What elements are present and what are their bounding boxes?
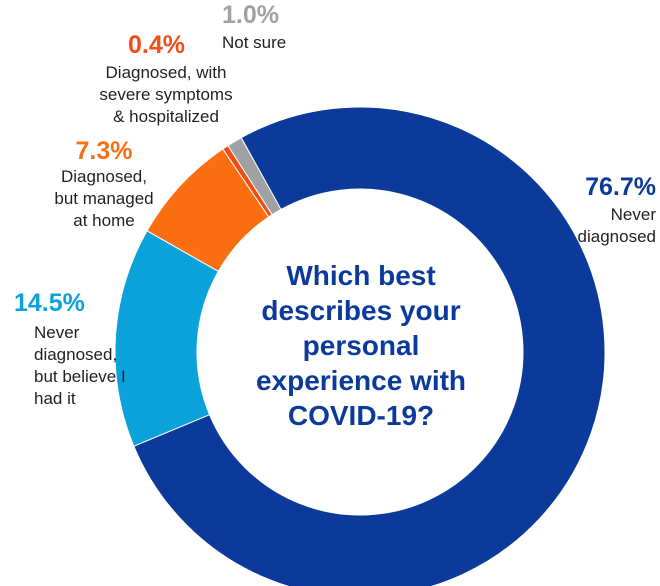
slice-never-diagnosed [133,106,606,586]
pct-never-diagnosed: 76.7% [585,173,656,201]
slice-not-sure [227,137,282,216]
chart-title: Which best describes your personal exper… [255,260,467,431]
pct-not-sure: 1.0% [222,1,279,29]
pct-managed-at-home: 7.3% [75,137,133,165]
pct-hospitalized: 0.4% [128,31,185,59]
pct-believe-had-it: 14.5% [14,289,85,317]
label-hospitalized: Diagnosed, with severe symptoms & hospit… [99,63,233,126]
label-not-sure: Not sure [222,33,287,52]
donut-hole [196,188,524,516]
label-believe-had-it: Never diagnosed, but believe I had it [34,323,126,408]
label-managed-at-home: Diagnosed, but managed at home [54,167,154,230]
label-never-diagnosed: Never diagnosed [577,205,656,246]
